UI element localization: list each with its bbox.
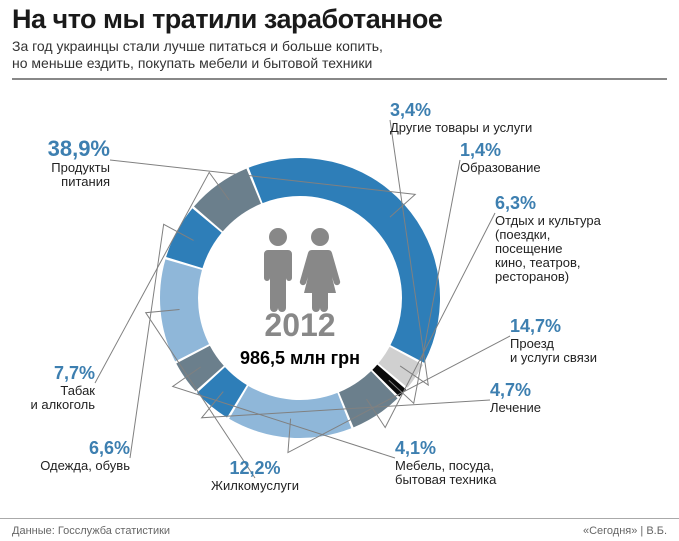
slice-percent: 7,7% (54, 363, 95, 383)
slice-percent: 6,3% (495, 193, 536, 213)
slice-label: и алкоголь (30, 397, 95, 412)
slice-percent: 12,2% (229, 458, 280, 478)
slice-label: ресторанов) (495, 269, 569, 284)
slice-percent: 4,7% (490, 380, 531, 400)
slice-percent: 6,6% (89, 438, 130, 458)
slice-percent: 1,4% (460, 140, 501, 160)
slice-label: Отдых и культура (495, 213, 602, 228)
slice-label: кино, театров, (495, 255, 581, 270)
slice-label: Проезд (510, 336, 554, 351)
people-icon (264, 228, 340, 312)
slice-label: бытовая техника (395, 472, 497, 487)
slice-percent: 38,9% (48, 136, 110, 161)
donut-svg: 38,9%Продуктыпитания 3,4%Другие товары и … (0, 78, 679, 518)
slice-label: Мебель, посуда, (395, 458, 494, 473)
slice-label: Табак (60, 383, 95, 398)
slice-percent: 4,1% (395, 438, 436, 458)
center-year: 2012 (264, 307, 335, 343)
subtitle-line1: За год украинцы стали лучше питаться и б… (12, 38, 383, 54)
donut-chart: 38,9%Продуктыпитания 3,4%Другие товары и … (0, 78, 679, 518)
footer-divider (0, 518, 679, 519)
slice-label: питания (61, 174, 110, 189)
slice-percent: 14,7% (510, 316, 561, 336)
page-root: На что мы тратили заработанное За год ук… (0, 0, 679, 541)
slice-percent: 3,4% (390, 100, 431, 120)
slice-label: и услуги связи (510, 350, 597, 365)
center-amount: 986,5 млн грн (240, 348, 360, 368)
slice-label: Образование (460, 160, 541, 175)
footer-credit: «Сегодня» | В.Б. (583, 525, 667, 537)
subtitle-line2: но меньше ездить, покупать мебели и быто… (12, 55, 372, 71)
page-title: На что мы тратили заработанное (12, 4, 442, 35)
footer-source: Данные: Госслужба статистики (12, 525, 170, 537)
slice-label: (поездки, (495, 227, 550, 242)
slice-label: посещение (495, 241, 562, 256)
slice-label: Другие товары и услуги (390, 120, 532, 135)
slice-label: Одежда, обувь (40, 458, 130, 473)
slice-label: Жилкомуслуги (211, 478, 299, 493)
page-subtitle: За год украинцы стали лучше питаться и б… (12, 38, 383, 72)
slice-label: Лечение (490, 400, 541, 415)
slice-label: Продукты (51, 160, 110, 175)
